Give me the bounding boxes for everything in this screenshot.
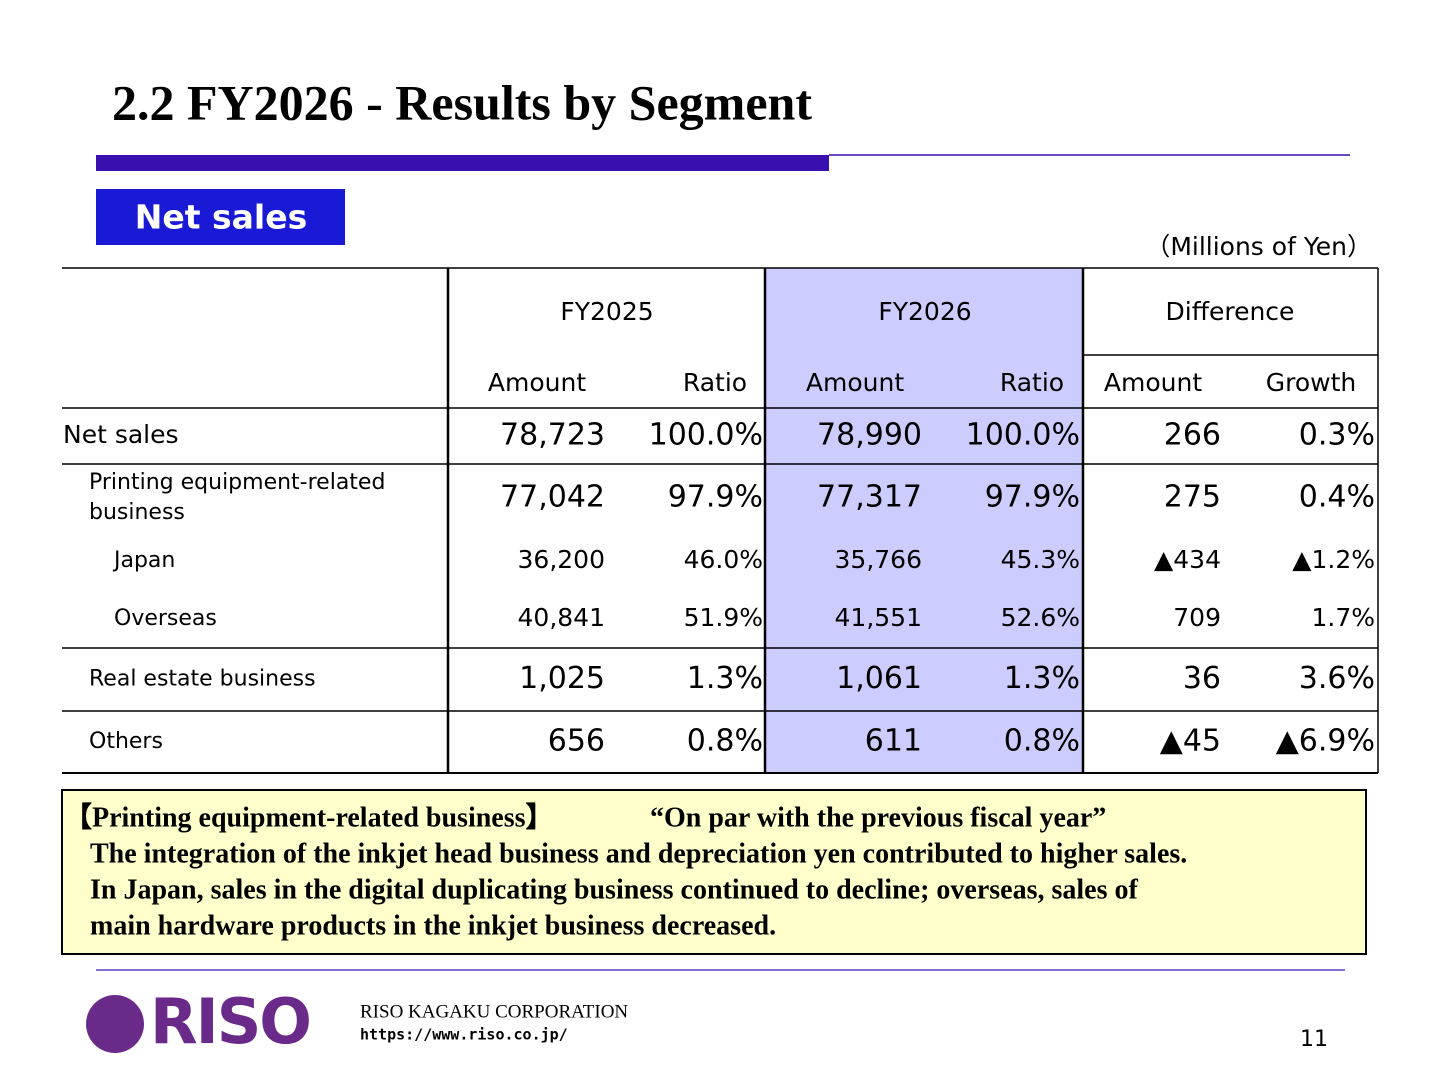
results-table: FY2025 FY2026 Difference Amount Ratio Amount R… [62, 267, 1379, 774]
cell-value: 611 [865, 724, 922, 759]
row-label: Real estate business [89, 667, 316, 692]
cell-value: ▲434 [1154, 545, 1221, 574]
group-header: FY2025 [560, 297, 653, 326]
row-label: Printing equipment-related [89, 470, 385, 495]
cell-value: 46.0% [684, 545, 763, 574]
cell-value: 36 [1183, 661, 1221, 696]
cell-value: 36,200 [518, 545, 605, 574]
cell-value: ▲45 [1160, 724, 1221, 759]
company-name: RISO KAGAKU CORPORATION [360, 1001, 628, 1022]
row-label: Overseas [114, 606, 217, 631]
cell-value: 1.7% [1311, 603, 1375, 632]
cell-value: 41,551 [835, 603, 922, 632]
section-label-box [96, 189, 345, 245]
cell-value: 45.3% [1001, 545, 1080, 574]
cell-value: ▲6.9% [1276, 724, 1375, 759]
section-label: Net sales [135, 198, 308, 237]
cell-value: 100.0% [966, 418, 1080, 453]
cell-value: 709 [1173, 603, 1221, 632]
column-header: Ratio [1000, 368, 1064, 397]
logo-mark [86, 995, 144, 1053]
cell-value: ▲1.2% [1292, 545, 1375, 574]
column-header: Growth [1266, 368, 1357, 397]
column-header: Ratio [683, 368, 747, 397]
row-label: Others [89, 729, 163, 754]
cell-value: 78,723 [500, 418, 605, 453]
note-lines: The integration of the inkjet head busin… [90, 838, 1187, 941]
cell-value: 52.6% [1001, 603, 1080, 632]
cell-value: 100.0% [649, 418, 763, 453]
group-header: FY2026 [878, 297, 971, 326]
cell-value: 35,766 [835, 545, 922, 574]
row-label: Net sales [63, 420, 179, 449]
note-line: The integration of the inkjet head busin… [90, 838, 1187, 869]
row-label: business [89, 500, 185, 525]
note-box [61, 789, 1367, 955]
note-line: main hardware products in the inkjet bus… [90, 910, 776, 941]
cell-value: 97.9% [985, 480, 1080, 515]
cell-value: 1,025 [519, 661, 605, 696]
highlight-column [765, 268, 1083, 773]
row-label: Japan [112, 548, 175, 573]
cell-value: 0.8% [687, 724, 763, 759]
cell-value: 97.9% [668, 480, 763, 515]
unit-note: （Millions of Yen） [1145, 232, 1372, 261]
note-heading: 【Printing equipment-related business】 [64, 801, 554, 833]
title-bar [96, 155, 829, 171]
cell-value: 40,841 [518, 603, 605, 632]
cell-value: 1.3% [687, 661, 763, 696]
cell-value: 77,317 [817, 480, 922, 515]
cell-value: 78,990 [817, 418, 922, 453]
page-number: 11 [1300, 1027, 1328, 1052]
cell-value: 0.8% [1004, 724, 1080, 759]
cell-value: 51.9% [684, 603, 763, 632]
cell-value: 3.6% [1299, 661, 1375, 696]
cell-value: 1.3% [1004, 661, 1080, 696]
note-tagline: “On par with the previous fiscal year” [650, 802, 1106, 833]
group-header: Difference [1166, 297, 1295, 326]
slide-title: 2.2 FY2026 - Results by Segment [112, 74, 812, 130]
cell-value: 1,061 [836, 661, 922, 696]
cell-value: 0.4% [1299, 480, 1375, 515]
cell-value: 77,042 [500, 480, 605, 515]
column-header: Amount [806, 368, 904, 397]
column-header: Amount [488, 368, 586, 397]
logo-text: RISO [150, 985, 312, 1058]
note-line: In Japan, sales in the digital duplicati… [90, 874, 1138, 905]
company-url: https://www.riso.co.jp/ [360, 1026, 568, 1044]
cell-value: 0.3% [1299, 418, 1375, 453]
cell-value: 266 [1164, 418, 1221, 453]
column-header: Amount [1104, 368, 1202, 397]
cell-value: 656 [548, 724, 605, 759]
cell-value: 275 [1164, 480, 1221, 515]
